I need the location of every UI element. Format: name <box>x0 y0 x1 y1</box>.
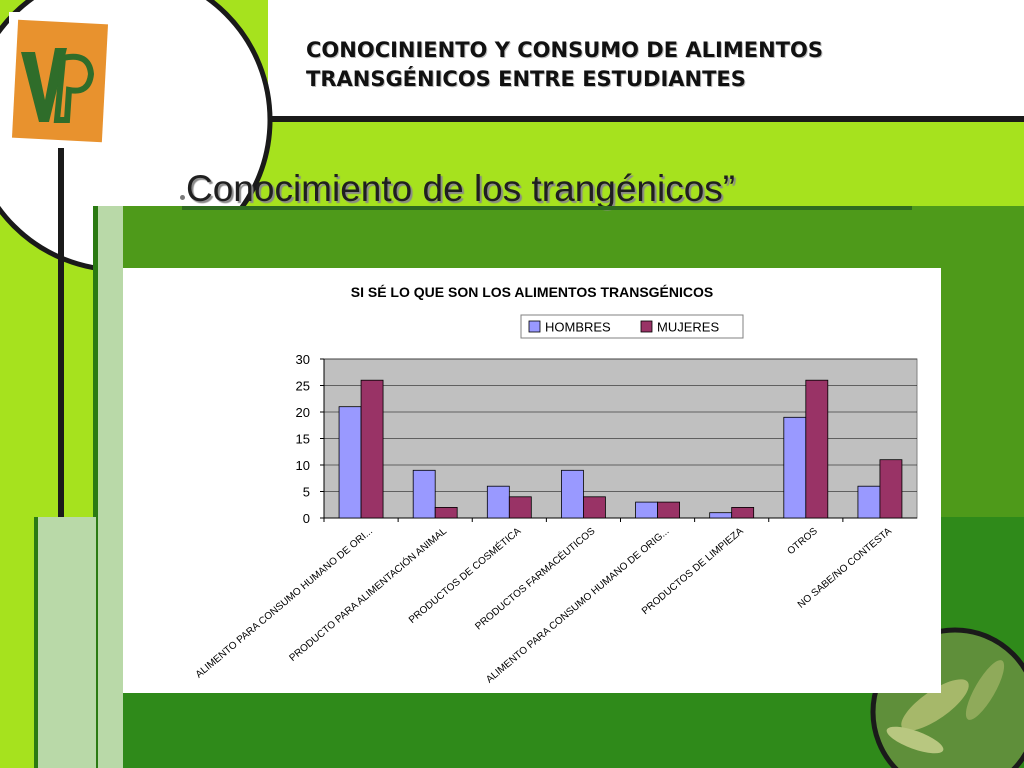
y-tick-label: 10 <box>296 458 310 473</box>
bar-hombres <box>783 416 807 519</box>
lower-left-edge <box>34 517 38 768</box>
pale-strip <box>98 206 123 768</box>
bar-hombres <box>709 512 733 519</box>
legend-label: HOMBRES <box>545 320 611 335</box>
slide-title: CONOCINIENTO Y CONSUMO DE ALIMENTOS TRAN… <box>306 36 1006 94</box>
bar-mujeres <box>583 496 606 519</box>
logo <box>9 12 113 148</box>
bar-hombres <box>412 469 436 519</box>
chart-panel: SI SÉ LO QUE SON LOS ALIMENTOS TRANSGÉNI… <box>123 268 941 693</box>
x-category-label: ALIMENTO PARA CONSUMO HUMANO DE ORI... <box>194 526 375 681</box>
legend-swatch <box>528 320 541 333</box>
bar-chart: SI SÉ LO QUE SON LOS ALIMENTOS TRANSGÉNI… <box>194 284 918 685</box>
bar-mujeres <box>360 379 384 519</box>
bar-hombres <box>635 501 658 519</box>
bar-hombres <box>857 485 881 519</box>
logo-graphic <box>11 19 109 143</box>
x-category-label: PRODUCTO PARA ALIMENTACIÓN ANIMAL <box>286 524 449 664</box>
green-panel-edge <box>93 206 98 768</box>
header-band <box>268 0 1024 118</box>
y-tick-label: 20 <box>296 405 310 420</box>
bar-hombres <box>561 469 584 519</box>
subtitle-underline <box>182 206 912 210</box>
x-category-label: OTROS <box>785 526 820 557</box>
lower-left-block <box>36 517 96 768</box>
photo-leaf-2 <box>965 660 1005 720</box>
bar-hombres <box>486 485 510 519</box>
bar-mujeres <box>805 379 829 519</box>
bar-mujeres <box>879 459 903 519</box>
legend-box <box>520 314 744 339</box>
header-rule <box>110 116 1024 122</box>
y-tick-label: 30 <box>296 352 310 367</box>
slide-subtitle: Conocimiento de los trangénicos” <box>186 168 736 209</box>
legend-swatch <box>640 320 653 333</box>
subtitle-bullet-icon <box>180 195 185 200</box>
bar-mujeres <box>434 506 458 519</box>
x-category-label: PRODUCTOS FARMACÉUTICOS <box>472 524 598 632</box>
slide-title-line1: CONOCINIENTO Y CONSUMO DE ALIMENTOS <box>306 38 823 62</box>
chart-title: SI SÉ LO QUE SON LOS ALIMENTOS TRANSGÉNI… <box>351 284 713 300</box>
bar-mujeres <box>731 506 755 519</box>
photo-leaf-1 <box>901 679 969 731</box>
bar-hombres <box>338 406 362 519</box>
bar-mujeres <box>657 501 680 519</box>
vertical-rule <box>58 140 64 768</box>
y-tick-label: 15 <box>296 432 310 447</box>
y-tick-label: 5 <box>303 485 310 500</box>
y-tick-label: 0 <box>303 511 310 526</box>
y-tick-label: 25 <box>296 379 310 394</box>
slide-title-line2: TRANSGÉNICOS ENTRE ESTUDIANTES <box>306 67 746 91</box>
photo-leaf-3 <box>886 726 944 754</box>
bar-mujeres <box>508 496 532 519</box>
legend-label: MUJERES <box>657 320 719 335</box>
